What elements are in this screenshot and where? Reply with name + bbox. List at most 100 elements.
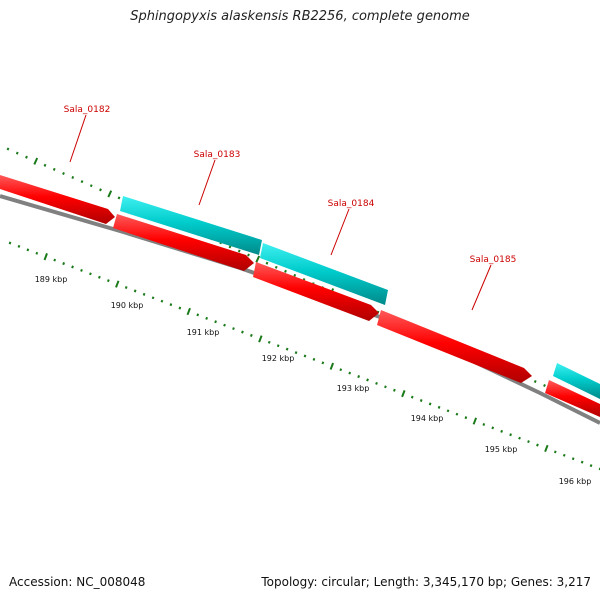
major-tick (544, 444, 549, 453)
minor-tick (17, 244, 21, 248)
major-tick (186, 307, 191, 316)
minor-tick (428, 402, 432, 406)
minor-tick (106, 279, 110, 283)
minor-tick (536, 443, 539, 447)
minor-tick (553, 450, 557, 454)
major-tick (258, 335, 263, 343)
major-tick (401, 390, 406, 398)
minor-tick (237, 249, 241, 253)
gene-leader-line (69, 114, 87, 163)
gene-label-sala-0184[interactable]: Sala_0184 (328, 199, 375, 209)
minor-tick (98, 275, 101, 279)
major-tick (33, 157, 39, 165)
minor-tick (223, 323, 226, 327)
major-tick (472, 417, 478, 425)
minor-tick (312, 357, 316, 361)
minor-tick (62, 171, 65, 176)
minor-tick (293, 273, 297, 277)
scale-tick-row (8, 241, 600, 471)
minor-tick (205, 316, 209, 320)
kbp-label: 193 kbp (337, 384, 370, 393)
kbp-label: 189 kbp (35, 275, 68, 284)
minor-tick (491, 426, 495, 430)
minor-tick (43, 163, 47, 167)
minor-tick (26, 248, 30, 252)
gene-leader-line (198, 159, 216, 206)
minor-tick (509, 433, 512, 437)
minor-tick (6, 147, 10, 151)
major-tick (115, 280, 120, 288)
minor-tick (527, 440, 530, 444)
genome-summary-text: Topology: circular; Length: 3,345,170 bp… (261, 575, 591, 589)
minor-tick (232, 327, 235, 331)
minor-tick (580, 460, 584, 464)
minor-tick (99, 188, 102, 192)
accession-text: Accession: NC_008048 (9, 575, 146, 589)
major-tick (43, 253, 48, 261)
gene-arrow-sala-0183[interactable] (120, 196, 262, 255)
minor-tick (482, 423, 486, 426)
minor-tick (169, 303, 173, 307)
major-tick (329, 362, 335, 370)
gene-arrow-sala-0184[interactable] (260, 243, 388, 305)
gene-arrow-right-cyan[interactable] (553, 363, 600, 399)
minor-tick (276, 344, 280, 348)
gene-arrow-sala-0185[interactable] (377, 310, 532, 383)
gene-arrow-right-red[interactable] (545, 380, 600, 417)
minor-tick (437, 405, 441, 409)
minor-tick (228, 245, 232, 249)
minor-tick (357, 375, 361, 379)
minor-tick (562, 453, 566, 457)
gene-label-sala-0183[interactable]: Sala_0183 (194, 150, 241, 160)
minor-tick (160, 299, 164, 303)
minor-tick (117, 196, 121, 200)
gene-arrow-sala-0183b[interactable] (113, 214, 254, 271)
minor-tick (284, 269, 287, 273)
major-tick (107, 190, 113, 198)
kbp-label: 196 kbp (559, 477, 592, 486)
minor-tick (419, 399, 423, 402)
minor-tick (52, 167, 56, 171)
minor-tick (375, 381, 378, 385)
minor-tick (25, 155, 28, 159)
minor-tick (249, 333, 253, 337)
minor-tick (15, 151, 19, 155)
minor-tick (133, 289, 137, 293)
gene-arrow-sala-0182[interactable] (0, 175, 115, 224)
minor-tick (71, 265, 74, 269)
minor-tick (518, 436, 521, 440)
minor-tick (500, 429, 504, 433)
gene-leader-line (471, 264, 492, 311)
gene-label-sala-0185[interactable]: Sala_0185 (470, 255, 517, 265)
minor-tick (348, 371, 352, 375)
minor-tick (543, 383, 546, 388)
minor-tick (241, 330, 244, 334)
minor-tick (321, 361, 325, 365)
minor-tick (285, 347, 289, 351)
kbp-label: 192 kbp (262, 354, 295, 363)
minor-tick (571, 457, 575, 461)
minor-tick (533, 380, 537, 383)
minor-tick (446, 409, 450, 413)
minor-tick (303, 354, 307, 358)
minor-tick (142, 292, 146, 296)
minor-tick (89, 272, 92, 276)
kbp-label: 194 kbp (411, 414, 444, 423)
minor-tick (80, 268, 83, 272)
minor-tick (267, 340, 271, 344)
minor-tick (384, 385, 387, 389)
minor-tick (62, 262, 66, 266)
gene-arrow-sala-0184b[interactable] (253, 262, 379, 321)
minor-tick (410, 395, 414, 399)
minor-tick (71, 176, 75, 179)
kbp-label: 190 kbp (111, 301, 144, 310)
kbp-label: 195 kbp (485, 445, 518, 454)
minor-tick (214, 320, 217, 324)
minor-tick (366, 378, 369, 382)
major-tick (255, 255, 261, 263)
minor-tick (274, 265, 278, 269)
minor-tick (339, 368, 343, 372)
gene-label-sala-0182[interactable]: Sala_0182 (64, 105, 111, 115)
minor-tick (247, 253, 250, 257)
